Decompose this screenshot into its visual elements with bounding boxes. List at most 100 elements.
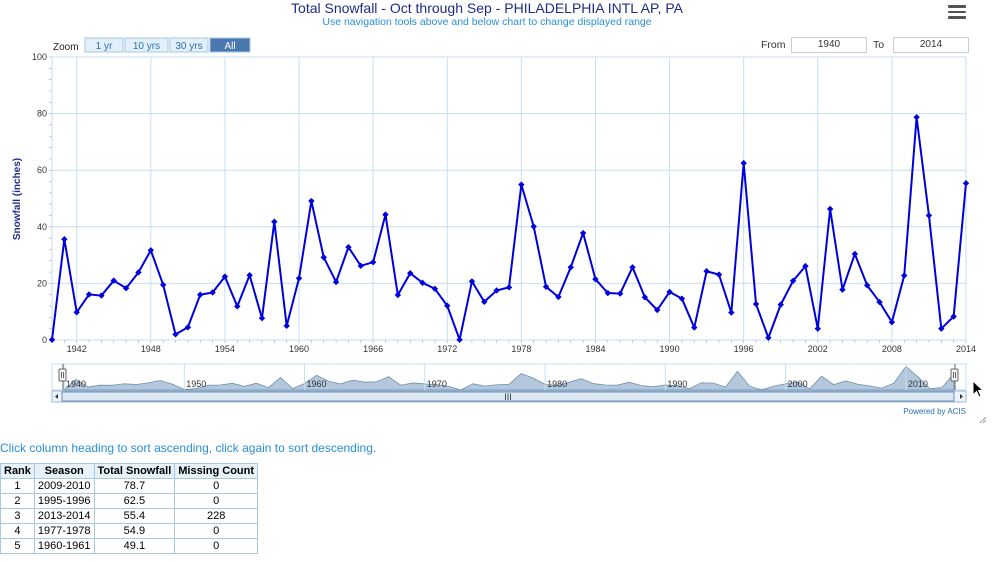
data-point[interactable] [728, 309, 735, 316]
scrollbar-thumb[interactable] [61, 391, 955, 402]
rank-column-header[interactable]: Rank [0, 463, 35, 479]
data-point[interactable] [369, 258, 377, 266]
data-point[interactable] [246, 271, 253, 279]
data-point[interactable] [271, 218, 278, 225]
data-point[interactable] [901, 272, 908, 279]
data-point[interactable] [888, 318, 896, 326]
scroll-left-arrow-icon[interactable] [55, 394, 58, 399]
data-point[interactable] [110, 277, 117, 284]
data-point[interactable] [406, 270, 414, 277]
data-point[interactable] [431, 285, 439, 292]
data-point[interactable] [691, 324, 698, 331]
data-point[interactable] [382, 211, 389, 218]
total-snowfall-column-header[interactable]: Total Snowfall [93, 463, 176, 479]
zoom-button-All[interactable]: All [209, 37, 251, 53]
data-point[interactable] [493, 287, 500, 294]
navigator-right-handle[interactable] [950, 364, 959, 390]
data-point[interactable] [419, 279, 426, 287]
chart-grid [51, 56, 967, 341]
to-year-input[interactable]: 2014 [893, 37, 969, 53]
data-point[interactable] [444, 302, 451, 309]
table-row: 1 2009-2010 78.7 0 [0, 478, 259, 494]
powered-by-credit[interactable]: Powered by ACIS [903, 407, 966, 416]
data-point[interactable] [950, 313, 957, 320]
resize-grip-icon[interactable] [979, 416, 987, 424]
data-point[interactable] [765, 334, 772, 341]
data-point[interactable] [641, 294, 649, 301]
zoom-button-30-yrs[interactable]: 30 yrs [169, 37, 209, 53]
data-point[interactable] [962, 180, 970, 187]
data-point[interactable] [308, 197, 315, 205]
data-point[interactable] [468, 278, 476, 285]
data-point[interactable] [283, 322, 290, 330]
zoom-button-10-yrs[interactable]: 10 yrs [124, 37, 169, 53]
data-point[interactable] [481, 298, 488, 305]
season-column-header[interactable]: Season [33, 463, 95, 479]
zoom-button-1-yr[interactable]: 1 yr [84, 37, 124, 53]
data-point[interactable] [851, 250, 859, 258]
data-point[interactable] [456, 336, 463, 343]
data-point[interactable] [925, 212, 933, 219]
data-point[interactable] [295, 275, 303, 282]
data-point[interactable] [555, 293, 562, 301]
data-point[interactable] [863, 282, 871, 289]
data-point[interactable] [518, 181, 525, 188]
data-point[interactable] [616, 290, 624, 297]
data-point[interactable] [814, 325, 821, 332]
data-point[interactable] [802, 262, 809, 270]
data-point[interactable] [666, 288, 673, 296]
range-navigator[interactable]: 1940 1950 1960 1970 1980 1990 2000 2010 III [51, 363, 967, 403]
data-point[interactable] [740, 159, 747, 167]
data-point[interactable] [752, 300, 760, 308]
x-tick-label: 1960 [289, 344, 309, 354]
data-point[interactable] [85, 291, 93, 298]
data-point[interactable] [184, 324, 192, 331]
data-point[interactable] [98, 292, 105, 299]
data-point[interactable] [209, 289, 216, 296]
navigator-scrollbar[interactable]: III [51, 390, 967, 403]
data-point[interactable] [542, 283, 550, 290]
data-point[interactable] [221, 273, 229, 280]
data-point[interactable] [715, 271, 723, 278]
data-point[interactable] [345, 243, 352, 251]
data-point[interactable] [839, 286, 846, 293]
rank-cell: 2 [0, 493, 35, 509]
data-point[interactable] [530, 223, 537, 230]
data-point[interactable] [592, 275, 599, 283]
data-point[interactable] [876, 298, 883, 306]
data-point[interactable] [320, 254, 327, 261]
from-year-input[interactable]: 1940 [791, 37, 867, 53]
data-point[interactable] [789, 277, 797, 285]
data-point[interactable] [147, 247, 155, 254]
table-row: 5 1960-1961 49.1 0 [0, 538, 259, 554]
data-point[interactable] [197, 291, 204, 298]
data-point[interactable] [505, 284, 513, 291]
navigator-left-handle[interactable] [58, 364, 67, 390]
data-point[interactable] [579, 229, 587, 237]
data-point[interactable] [913, 114, 920, 121]
data-point[interactable] [604, 289, 612, 297]
data-point[interactable] [678, 295, 686, 302]
missing-count-column-header[interactable]: Missing Count [174, 463, 259, 479]
data-point[interactable] [826, 205, 834, 213]
data-point[interactable] [654, 306, 661, 314]
data-point[interactable] [357, 262, 364, 270]
data-point[interactable] [135, 269, 142, 276]
data-point[interactable] [159, 281, 167, 289]
data-point[interactable] [394, 291, 402, 299]
data-point[interactable] [61, 236, 68, 243]
menu-icon[interactable] [948, 3, 966, 19]
scroll-right-arrow-icon[interactable] [960, 394, 963, 399]
data-point[interactable] [629, 264, 636, 271]
data-point[interactable] [938, 325, 945, 332]
data-point[interactable] [258, 315, 266, 322]
data-point[interactable] [48, 336, 56, 343]
data-point[interactable] [703, 268, 710, 275]
data-point[interactable] [777, 301, 784, 308]
data-point[interactable] [234, 303, 241, 310]
data-point[interactable] [172, 331, 179, 338]
data-point[interactable] [332, 278, 340, 286]
data-point[interactable] [73, 309, 80, 316]
data-point[interactable] [122, 285, 130, 292]
data-point[interactable] [567, 264, 574, 271]
